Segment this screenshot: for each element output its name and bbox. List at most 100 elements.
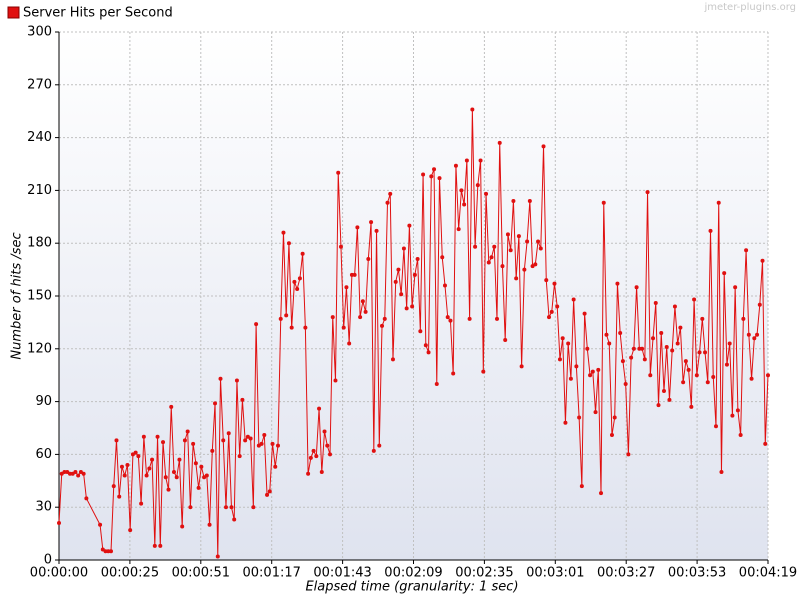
data-point — [651, 336, 656, 341]
data-point — [615, 281, 620, 286]
data-point — [163, 475, 168, 480]
data-point — [57, 521, 61, 526]
data-point — [371, 448, 376, 453]
data-point — [494, 316, 499, 321]
data-point — [557, 357, 562, 362]
data-point — [752, 336, 757, 341]
data-point — [347, 341, 352, 346]
data-point — [281, 230, 286, 235]
data-point — [180, 524, 185, 529]
data-point — [683, 359, 688, 364]
data-point — [161, 440, 166, 445]
data-point — [196, 485, 201, 490]
data-point — [223, 505, 228, 510]
data-point — [199, 464, 204, 469]
data-point — [374, 228, 379, 233]
data-point — [522, 267, 527, 272]
data-point — [314, 454, 319, 459]
data-point — [229, 505, 234, 510]
data-point — [730, 413, 735, 418]
data-point — [678, 325, 683, 330]
data-point — [191, 441, 196, 446]
data-point — [166, 487, 171, 492]
data-point — [626, 452, 631, 457]
x-tick-label: 00:03:53 — [668, 566, 726, 581]
data-point — [125, 462, 130, 467]
data-point — [262, 433, 267, 438]
data-point — [659, 330, 664, 335]
y-axis-label: Number of hits /sec — [10, 232, 25, 359]
data-point — [399, 292, 404, 297]
data-point — [746, 332, 751, 337]
data-point — [155, 434, 160, 439]
data-point — [251, 505, 256, 510]
data-point — [538, 246, 543, 251]
data-point — [322, 429, 327, 434]
data-point — [317, 406, 322, 411]
data-point — [393, 279, 398, 284]
data-point — [286, 241, 291, 246]
data-point — [193, 461, 198, 466]
data-point — [735, 408, 740, 413]
data-point — [103, 549, 108, 554]
data-point — [275, 443, 280, 448]
data-point — [177, 457, 182, 462]
data-point — [369, 220, 374, 225]
data-point — [456, 227, 461, 232]
data-point — [243, 438, 248, 443]
data-point — [689, 404, 694, 409]
data-point — [741, 316, 746, 321]
data-point — [133, 450, 138, 455]
data-point — [139, 501, 144, 506]
data-point — [311, 448, 316, 453]
data-point — [437, 176, 442, 181]
data-point — [640, 346, 645, 351]
data-point — [631, 346, 636, 351]
data-point — [377, 443, 382, 448]
data-point — [681, 380, 686, 385]
data-point — [634, 285, 639, 290]
data-point — [270, 441, 275, 446]
data-point — [210, 448, 215, 453]
data-point — [484, 191, 489, 196]
data-point — [259, 441, 264, 446]
data-point — [533, 262, 538, 267]
data-point — [240, 397, 245, 402]
data-point — [675, 341, 680, 346]
data-point — [128, 528, 133, 533]
data-point — [618, 330, 623, 335]
data-point — [703, 350, 708, 355]
data-point — [579, 484, 584, 489]
data-point — [234, 378, 239, 383]
data-point — [289, 325, 294, 330]
data-point — [478, 158, 483, 163]
data-point — [254, 322, 259, 327]
data-point — [426, 350, 431, 355]
data-point — [295, 286, 300, 291]
data-point — [404, 306, 409, 311]
data-point — [141, 434, 146, 439]
data-point — [122, 473, 127, 478]
data-point — [670, 348, 675, 353]
data-point — [760, 258, 765, 263]
data-point — [382, 316, 387, 321]
data-point — [303, 325, 308, 330]
data-point — [612, 415, 617, 420]
data-point — [429, 174, 434, 179]
data-point — [755, 332, 760, 337]
data-point — [221, 438, 226, 443]
data-point — [84, 496, 89, 501]
data-point — [763, 441, 768, 446]
data-point — [147, 466, 152, 471]
data-point — [711, 374, 716, 379]
data-point — [152, 543, 157, 548]
data-point — [500, 264, 505, 269]
data-point — [555, 304, 560, 309]
data-point — [109, 549, 114, 554]
data-point — [645, 190, 650, 195]
data-point — [722, 271, 727, 276]
data-point — [511, 198, 516, 203]
data-point — [401, 246, 406, 251]
x-tick-label: 00:02:09 — [384, 566, 442, 581]
